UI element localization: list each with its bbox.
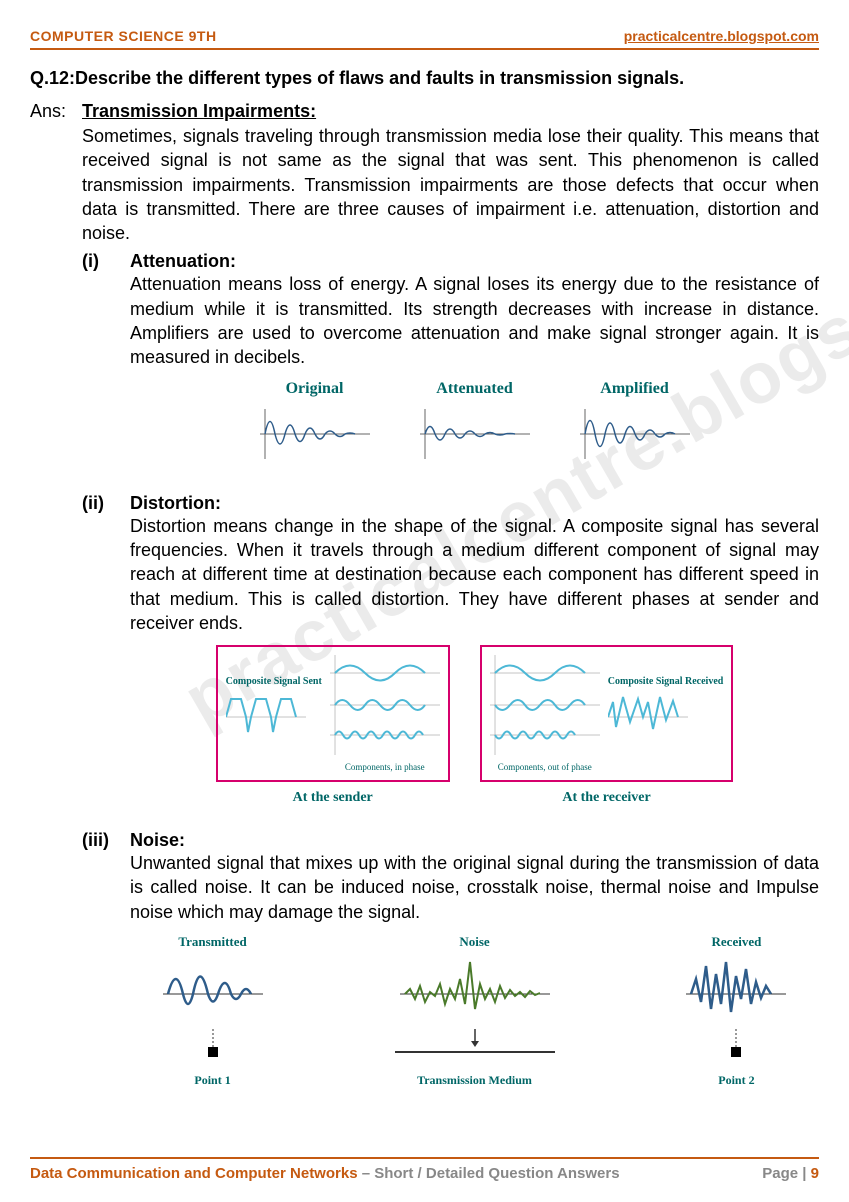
noise-arrow-icon <box>395 1029 555 1064</box>
composite-recv-icon <box>608 687 688 747</box>
footer-page-num: 9 <box>811 1165 819 1182</box>
distort-receiver-caption: At the receiver <box>480 790 734 806</box>
sec1-body: Attenuation means loss of energy. A sign… <box>130 272 819 369</box>
footer-title: Data Communication and Computer Networks <box>30 1165 358 1182</box>
noise-point1-icon <box>158 1029 268 1064</box>
distortion-diagram: Composite Signal Sent <box>130 645 819 806</box>
sec2-body: Distortion means change in the shape of … <box>130 514 819 635</box>
question-number: Q.12: <box>30 68 75 88</box>
wave-original-icon <box>255 404 375 464</box>
footer-page-label: Page | <box>762 1165 810 1182</box>
attenuation-diagram: Original Attenuated Am <box>130 380 819 469</box>
wave-transmitted-icon <box>158 954 268 1024</box>
distort-sender-caption: At the sender <box>216 790 450 806</box>
noise-transmitted-label: Transmitted <box>130 934 295 950</box>
wave-attenuated-icon <box>415 404 535 464</box>
atten-label-original: Original <box>255 380 375 398</box>
answer-label: Ans: <box>30 101 82 122</box>
components-outphase-icon <box>490 655 600 755</box>
question-text: Describe the different types of flaws an… <box>75 68 684 88</box>
noise-noise-label: Noise <box>355 934 594 950</box>
question: Q.12:Describe the different types of fla… <box>30 68 819 89</box>
components-inphase-icon <box>330 655 440 755</box>
distort-receiver-box: Components, out of phase Composite Signa… <box>480 645 734 782</box>
wave-amplified-icon <box>575 404 695 464</box>
noise-received-label: Received <box>654 934 819 950</box>
noise-diagram: Transmitted Point 1 Noise <box>130 934 819 1088</box>
noise-point2-icon <box>681 1029 791 1064</box>
noise-point2-label: Point 2 <box>654 1073 819 1088</box>
noise-medium-label: Transmission Medium <box>355 1073 594 1088</box>
distort-sender-box: Composite Signal Sent <box>216 645 450 782</box>
atten-label-amplified: Amplified <box>575 380 695 398</box>
wave-received-icon <box>681 954 791 1024</box>
noise-point1-label: Point 1 <box>130 1073 295 1088</box>
sec1-num: (i) <box>82 251 130 272</box>
sec3-num: (iii) <box>82 830 130 851</box>
distort-recv-label: Composite Signal Received <box>608 676 724 687</box>
sec1-title: Attenuation: <box>130 251 236 272</box>
sec2-title: Distortion: <box>130 493 221 514</box>
distort-inphase-label: Components, in phase <box>330 762 440 772</box>
atten-label-attenuated: Attenuated <box>415 380 535 398</box>
answer-title: Transmission Impairments: <box>82 101 316 122</box>
sec2-num: (ii) <box>82 493 130 514</box>
distort-outphase-label: Components, out of phase <box>490 762 600 772</box>
header-title: COMPUTER SCIENCE 9TH <box>30 28 217 44</box>
page-header: COMPUTER SCIENCE 9TH practicalcentre.blo… <box>30 28 819 50</box>
page-footer: Data Communication and Computer Networks… <box>30 1157 819 1182</box>
wave-noise-icon <box>395 954 555 1024</box>
sec3-title: Noise: <box>130 830 185 851</box>
distort-sent-label: Composite Signal Sent <box>226 676 322 687</box>
footer-subtitle: – Short / Detailed Question Answers <box>358 1165 620 1182</box>
header-link[interactable]: practicalcentre.blogspot.com <box>624 28 819 44</box>
answer-intro: Sometimes, signals traveling through tra… <box>82 124 819 245</box>
composite-sent-icon <box>226 687 306 747</box>
sec3-body: Unwanted signal that mixes up with the o… <box>130 851 819 924</box>
